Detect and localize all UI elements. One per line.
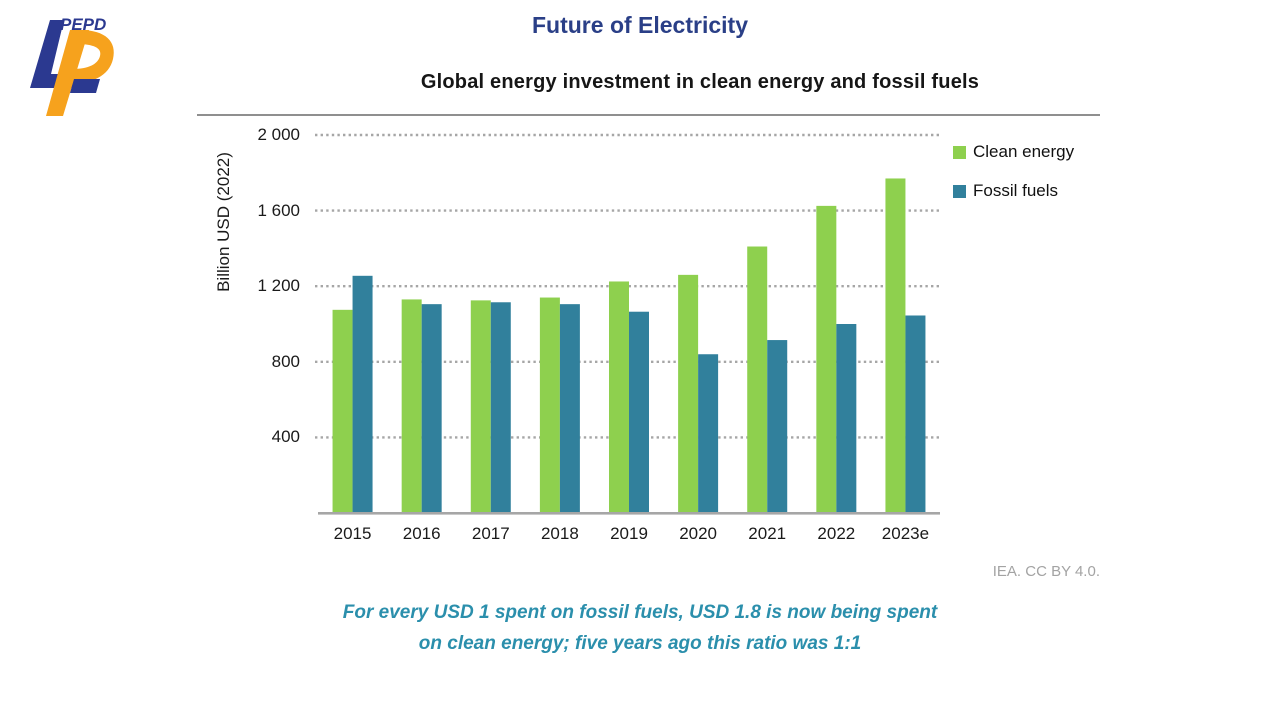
logo-mark-orange-stem <box>46 30 89 116</box>
x-tick-label-2018: 2018 <box>540 524 579 543</box>
legend-label-fossil-fuels: Fossil fuels <box>973 181 1059 200</box>
source-attribution: IEA. CC BY 4.0. <box>992 563 1100 580</box>
x-tick-label-2022: 2022 <box>817 524 856 543</box>
bar-fossil-fuels-2015 <box>352 275 373 513</box>
bar-fossil-fuels-2017 <box>490 302 511 513</box>
bar-clean-energy-2021 <box>747 246 768 513</box>
logo-mark-orange-bowl <box>68 30 114 84</box>
y-tick-label-1600: 1 600 <box>257 200 300 220</box>
bar-fossil-fuels-2022 <box>836 324 857 513</box>
x-tick-label-2015: 2015 <box>333 524 372 543</box>
y-tick-label-400: 400 <box>271 427 300 447</box>
legend-item-fossil-fuels: Fossil fuels <box>953 181 1074 201</box>
x-axis-line <box>318 512 940 515</box>
bar-clean-energy-2023e <box>885 178 906 513</box>
chart-top-rule <box>197 114 1100 116</box>
bar-fossil-fuels-2020 <box>698 354 719 513</box>
bar-clean-energy-2016 <box>401 299 422 513</box>
x-tick-label-2020: 2020 <box>679 524 718 543</box>
bar-clean-energy-2020 <box>678 274 699 513</box>
fossil-fuels-swatch-icon <box>953 184 966 198</box>
bar-fossil-fuels-2023e <box>905 315 926 513</box>
chart-title: Global energy investment in clean energy… <box>420 71 980 93</box>
y-tick-label-800: 800 <box>271 351 300 371</box>
x-tick-label-2016: 2016 <box>402 524 441 543</box>
bar-clean-energy-2019 <box>609 281 629 513</box>
pepd-logo: PEPD <box>30 15 114 116</box>
bar-fossil-fuels-2021 <box>767 340 788 513</box>
takeaway-caption-line1: For every USD 1 spent on fossil fuels, U… <box>342 602 938 623</box>
bar-clean-energy-2015 <box>332 309 353 513</box>
x-tick-label-2021: 2021 <box>748 524 787 543</box>
x-tick-label-2017: 2017 <box>471 524 510 543</box>
bar-clean-energy-2017 <box>470 300 491 513</box>
logo-mark-blue-l <box>30 20 89 88</box>
bar-fossil-fuels-2018 <box>559 304 580 513</box>
y-tick-label-2000: 2 000 <box>257 125 300 144</box>
logo-text: PEPD <box>60 15 106 34</box>
bar-fossil-fuels-2019 <box>629 311 649 513</box>
x-tick-label-2023e: 2023e <box>881 524 930 543</box>
logo-mark-blue-tail <box>70 79 100 93</box>
y-tick-label-1200: 1 200 <box>257 276 300 296</box>
chart-legend: Clean energy Fossil fuels <box>953 142 1074 220</box>
legend-item-clean-energy: Clean energy <box>953 142 1074 162</box>
bar-fossil-fuels-2016 <box>421 304 442 513</box>
legend-label-clean-energy: Clean energy <box>973 142 1075 161</box>
clean-energy-swatch-icon <box>953 145 966 159</box>
takeaway-caption-line2: on clean energy; five years ago this rat… <box>418 633 862 654</box>
bar-clean-energy-2018 <box>539 297 560 513</box>
x-tick-label-2019: 2019 <box>610 524 648 543</box>
page-title: Future of Electricity <box>532 12 748 38</box>
bar-clean-energy-2022 <box>816 205 837 513</box>
